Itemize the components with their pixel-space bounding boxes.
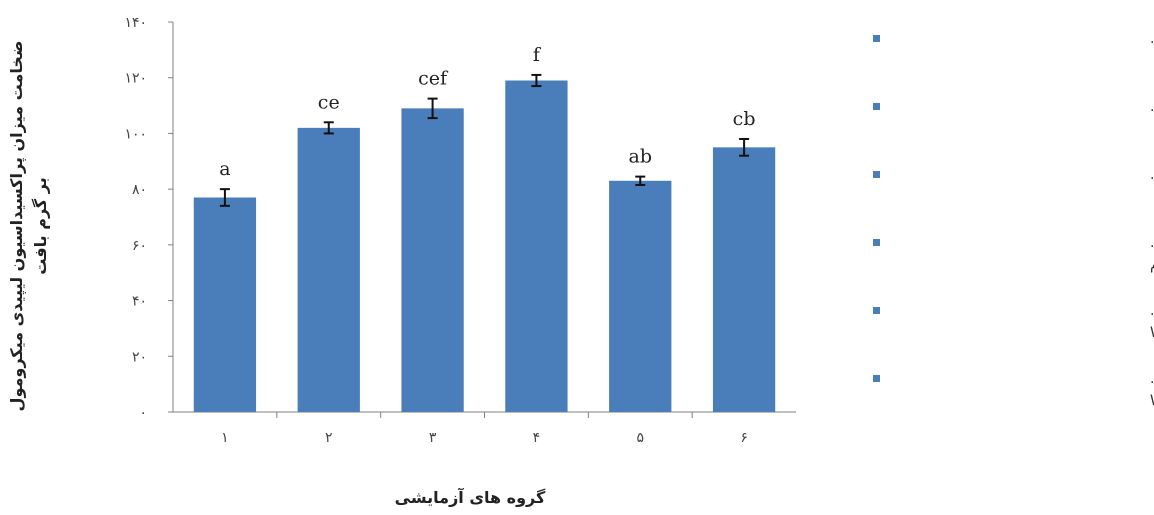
legend-swatch <box>873 239 880 246</box>
x-axis-title: گروه های آزمایشی <box>395 487 546 507</box>
data-label: a <box>219 158 230 180</box>
legend-swatch <box>873 375 880 382</box>
legend-item: ۱۸۰ میلی گرم بر 6PTZ+CBZ. کیلوگرم + WGO <box>873 370 1154 409</box>
plot-area: ۰ ۲۰ ۴۰ ۶۰ ۸۰ ۱۰۰ ۱۲۰ ۱۴۰ a ۱ ce ۲ cef ۳ f ۴ ab ۵ cb ۶ <box>124 15 796 446</box>
y-tick-label: ۱۰۰ <box>124 126 147 142</box>
y-axis-title: ضخامت میزان پراکسیداسیون لیپیدی میکرومول… <box>7 41 50 412</box>
y-tick-label: ۱۲۰ <box>124 71 147 87</box>
y-tick-label: ۱۴۰ <box>124 15 147 31</box>
data-label: cef <box>418 68 449 90</box>
data-label: ce <box>318 91 340 113</box>
x-tick-label: ۱ <box>221 430 229 446</box>
y-tick-label: ۸۰ <box>132 182 147 198</box>
y-tick-label: ۶۰ <box>132 238 147 254</box>
x-tick-label: ۲ <box>325 430 333 446</box>
x-tick-label: ۴ <box>533 430 541 446</box>
legend-item: ۲ میلی گرم بر کیلوگرم3PTZ+CBZ. <box>873 166 1154 183</box>
x-tick-label: ۳ <box>429 430 437 446</box>
data-label: f <box>533 44 542 66</box>
x-tick-label: ۵ <box>636 430 644 446</box>
legend-item: 2PTZ. <box>873 99 1154 115</box>
legend-label: +WGO <box>1150 325 1154 341</box>
bar <box>193 197 257 412</box>
bar <box>505 80 568 412</box>
y-tick-label: ۲۰ <box>132 349 147 365</box>
y-tick-label: ۰ <box>139 405 147 421</box>
legend-label: 2PTZ. <box>1150 99 1154 115</box>
legend-label: ۲ میلی گرم بر کیلوگرم5PTZ+CBZ. <box>1150 302 1154 319</box>
legend-item: 1C. <box>873 31 1154 47</box>
legend-item: ۲ میلی گرم بر کیلوگرم5PTZ+CBZ. +WGO <box>873 302 1154 341</box>
y-tick-label: ۴۰ <box>132 294 147 310</box>
legend-swatch <box>873 307 880 314</box>
legend-label: ۱۸۰ میلی گرم بر 4PTZ+CBZ. <box>1150 234 1154 251</box>
data-label: cb <box>733 108 756 130</box>
legend-label: 1C. <box>1150 31 1154 47</box>
bar <box>712 147 776 412</box>
bar <box>401 108 464 412</box>
legend: 1C. 2PTZ. ۲ میلی گرم بر کیلوگرم3PTZ+CBZ. ۱۸… <box>873 31 1154 409</box>
legend-label: کیلوگرم <box>1150 256 1154 273</box>
legend-label: کیلوگرم + WGO <box>1150 392 1154 409</box>
legend-item: ۱۸۰ میلی گرم بر 4PTZ+CBZ. کیلوگرم <box>873 234 1154 273</box>
legend-swatch <box>873 103 880 110</box>
bar <box>297 127 360 412</box>
y-axis-title-line1: ضخامت میزان پراکسیداسیون لیپیدی میکرومول <box>7 41 27 412</box>
legend-label: ۲ میلی گرم بر کیلوگرم3PTZ+CBZ. <box>1150 166 1154 183</box>
data-label: ab <box>629 146 653 168</box>
x-tick-label: ۶ <box>740 430 748 446</box>
y-axis-title-line2: بر گرم بافت <box>31 177 50 275</box>
legend-swatch <box>873 171 880 178</box>
legend-label: ۱۸۰ میلی گرم بر 6PTZ+CBZ. <box>1150 370 1154 387</box>
legend-swatch <box>873 35 880 42</box>
bar <box>609 180 672 412</box>
